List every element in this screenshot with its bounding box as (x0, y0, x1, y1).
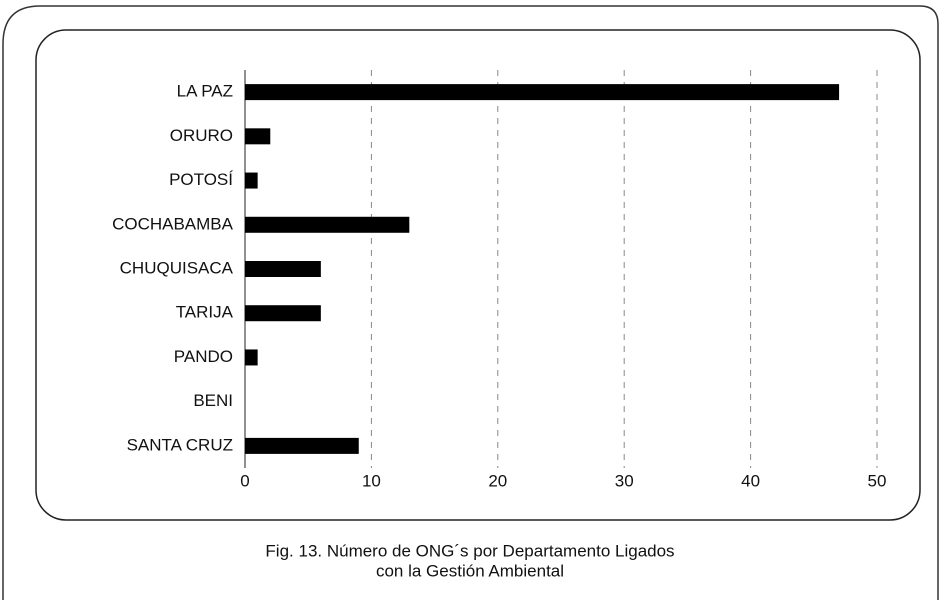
y-tick-label: LA PAZ (177, 82, 233, 101)
outer-frame (2, 5, 939, 600)
x-tick-label: 30 (615, 471, 634, 490)
y-tick-label: SANTA CRUZ (127, 435, 233, 454)
caption-line: con la Gestión Ambiental (376, 561, 564, 580)
x-tick-label: 40 (741, 471, 760, 490)
x-tick-label: 50 (868, 471, 887, 490)
bar (245, 84, 840, 101)
x-tick-label: 0 (240, 471, 249, 490)
x-tick-label: 20 (488, 471, 507, 490)
x-tick-label: 10 (362, 471, 381, 490)
bar (245, 261, 321, 277)
y-tick-label: BENI (193, 391, 233, 410)
bar (245, 305, 321, 322)
bar (245, 216, 410, 233)
bar (245, 128, 271, 145)
bar (245, 437, 359, 454)
y-tick-label: PANDO (174, 347, 233, 366)
bar (245, 172, 258, 189)
plot-frame (35, 29, 921, 521)
y-tick-label: ORURO (170, 126, 233, 145)
y-tick-label: CHUQUISACA (120, 258, 234, 277)
caption-line: Fig. 13. Número de ONG´s por Departament… (265, 541, 674, 560)
bar (245, 349, 258, 366)
y-tick-label: TARIJA (176, 303, 234, 322)
y-tick-label: COCHABAMBA (112, 214, 234, 233)
y-tick-label: POTOSÍ (169, 170, 233, 189)
